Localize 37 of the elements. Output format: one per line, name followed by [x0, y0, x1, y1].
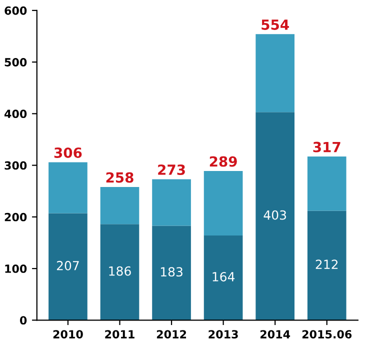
bar [100, 224, 140, 320]
y-tick-label: 300 [4, 161, 27, 170]
x-tick-label: 2014 [260, 330, 290, 338]
bar [48, 213, 88, 320]
x-tick-label: 2012 [156, 330, 186, 338]
total-label: 273 [158, 164, 185, 175]
bar [48, 162, 88, 214]
total-label: 554 [262, 20, 289, 30]
x-tick-label: 2013 [208, 330, 238, 338]
bar [307, 156, 346, 211]
bar [152, 179, 191, 226]
data-label: 186 [109, 266, 131, 276]
bar [100, 186, 140, 224]
data-label: 183 [160, 267, 182, 277]
y-tick-label: 500 [4, 58, 27, 66]
x-tick-label: 2015.06 [302, 330, 352, 338]
data-label: 164 [212, 272, 235, 282]
total-label: 306 [54, 147, 82, 158]
x-tick-label: 2010 [53, 330, 83, 338]
y-tick-label: 400 [4, 110, 27, 118]
data-label: 207 [56, 260, 79, 270]
x-tick-label: 2011 [105, 330, 134, 338]
bar [152, 226, 191, 320]
y-tick-label: 100 [5, 264, 27, 273]
y-tick-label: 600 [4, 6, 27, 15]
data-label: 403 [264, 210, 286, 220]
y-tick-label: 200 [4, 212, 27, 222]
bar [307, 210, 346, 320]
bar [256, 34, 294, 112]
total-label: 317 [313, 142, 340, 152]
bar [204, 170, 243, 236]
bar [256, 112, 294, 320]
data-label: 212 [316, 260, 338, 269]
y-tick-label: 0 [20, 316, 27, 325]
total-label: 258 [106, 172, 134, 183]
bar [204, 236, 243, 320]
total-label: 289 [210, 156, 237, 167]
